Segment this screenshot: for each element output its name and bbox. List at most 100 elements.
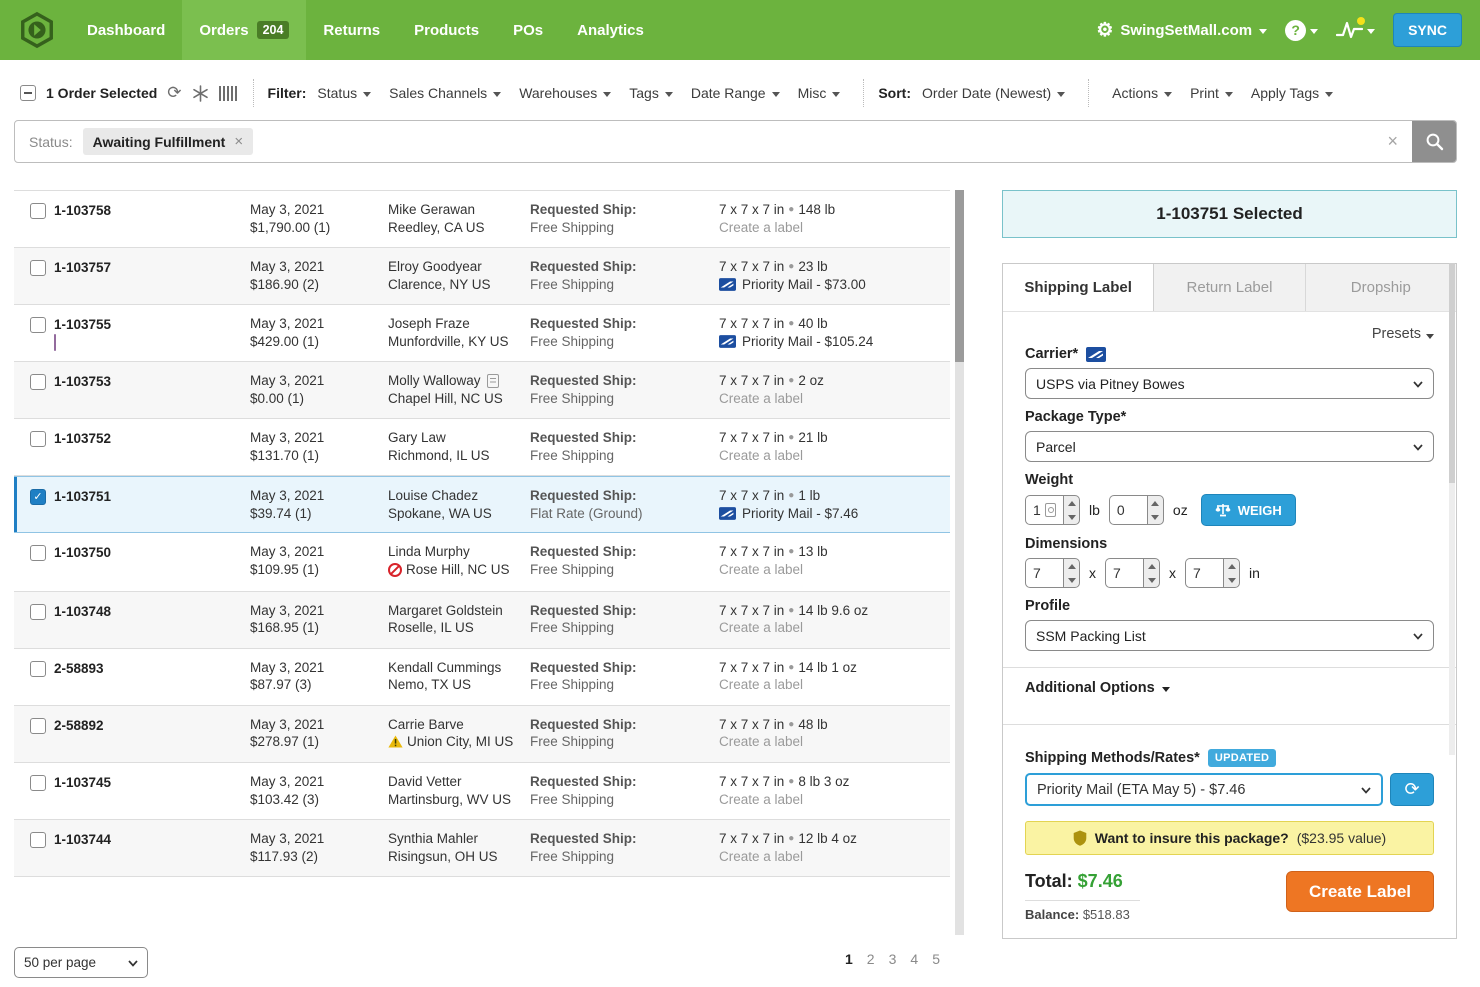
search-clear-icon[interactable]: × [1387,131,1398,151]
order-row[interactable]: 1-103748 May 3, 2021 $168.95 (1) Margaret G… [14,591,950,649]
action-dropdown-actions[interactable]: Actions [1103,85,1181,101]
tab-dropship[interactable]: Dropship [1350,279,1411,296]
order-row[interactable]: 1-103755 May 3, 2021 $429.00 (1) Joseph Fra… [14,305,950,362]
row-checkbox[interactable] [30,431,46,447]
create-a-label-link[interactable]: Create a label [719,447,804,463]
order-row[interactable]: 1-103757 May 3, 2021 $186.90 (2) Elroy Good… [14,248,950,305]
presets-dropdown[interactable]: Presets [1025,326,1434,342]
page-1[interactable]: 1 [845,951,853,967]
nav-item-dashboard[interactable]: Dashboard [70,0,182,60]
table-scrollbar-thumb[interactable] [955,190,964,362]
row-checkbox[interactable] [30,775,46,792]
page-2[interactable]: 2 [866,951,875,967]
filter-dropdown-tags[interactable]: Tags [620,85,682,101]
panel-scrollbar-thumb[interactable] [1449,263,1455,483]
stepper-arrows[interactable] [1143,558,1160,588]
package-type-select[interactable]: Parcel [1025,431,1434,462]
search-bar[interactable]: Status: Awaiting Fulfillment × × [14,120,1457,163]
row-checkbox[interactable] [30,203,46,219]
row-checkbox[interactable]: ✓ [30,489,46,505]
order-row[interactable]: 1-103758 May 3, 2021 $1,790.00 (1) Mike Ger… [14,191,950,248]
nav-item-orders[interactable]: Orders 204 [182,0,307,60]
shipping-rate-select[interactable]: Priority Mail (ETA May 5) - $7.46 [1025,773,1383,806]
sync-button[interactable]: SYNC [1393,13,1462,47]
insurance-banner[interactable]: Want to insure this package? ($23.95 val… [1025,821,1434,855]
profile-value: SSM Packing List [1036,627,1146,644]
requested-ship-cell: Requested Ship: Free Shipping [530,830,719,867]
order-row[interactable]: 1-103753 May 3, 2021 $0.00 (1) Molly Wallow… [14,362,950,419]
per-page-select[interactable]: 50 per page [14,947,148,978]
create-a-label-link[interactable]: Create a label [719,792,804,808]
create-a-label-link[interactable]: Create a label [719,219,804,235]
select-all-checkbox[interactable] [20,85,36,101]
order-row[interactable]: 2-58892 May 3, 2021 $278.97 (1) Carrie Barv… [14,705,950,764]
refresh-icon[interactable]: ⟳ [167,83,182,102]
row-checkbox[interactable] [30,374,46,390]
row-checkbox[interactable] [30,717,46,734]
filter-dropdown-warehouses[interactable]: Warehouses [510,85,620,101]
status-filter-chip[interactable]: Awaiting Fulfillment × [82,128,254,155]
search-button[interactable] [1412,121,1456,162]
sort-dropdown[interactable]: Order Date (Newest) [913,85,1074,101]
weight-oz-stepper[interactable]: 0 [1108,495,1164,525]
create-a-label-link[interactable]: Create a label [719,677,804,693]
help-menu[interactable]: ? [1285,19,1319,41]
carrier-select[interactable]: USPS via Pitney Bowes [1025,368,1434,399]
weight-lb-stepper[interactable]: 1 [1025,495,1080,525]
brand-logo-icon[interactable] [18,11,56,49]
order-row[interactable]: ✓ 1-103751 May 3, 2021 $39.74 (1) Louise Cha… [14,476,950,533]
row-checkbox[interactable] [30,660,46,677]
action-dropdown-print[interactable]: Print [1181,85,1242,101]
row-checkbox[interactable] [30,317,46,333]
filter-dropdown-sales-channels[interactable]: Sales Channels [380,85,510,101]
stepper-arrows[interactable] [1146,495,1164,525]
profile-select[interactable]: SSM Packing List [1025,620,1434,651]
page-4[interactable]: 4 [910,951,919,967]
carrier-label: Carrier* [1025,346,1079,362]
activity-menu[interactable] [1336,17,1376,40]
order-row[interactable]: 1-103744 May 3, 2021 $117.93 (2) Synthia Ma… [14,820,950,878]
row-checkbox[interactable] [30,545,46,561]
stepper-arrows[interactable] [1063,495,1080,525]
chip-remove-icon[interactable]: × [234,133,244,150]
nav-item-products[interactable]: Products [397,0,496,60]
barcode-icon[interactable] [218,85,239,101]
dim-width-stepper[interactable]: 7 [1105,558,1160,588]
stepper-arrows[interactable] [1063,558,1080,588]
tab-return-label[interactable]: Return Label [1154,264,1306,311]
store-switcher[interactable]: ⚙ SwingSetMall.com [1096,21,1268,40]
table-scrollbar[interactable] [955,190,964,935]
create-label-button[interactable]: Create Label [1285,871,1434,912]
nav-item-pos[interactable]: POs [496,0,560,60]
nav-item-returns[interactable]: Returns [306,0,397,60]
page-5[interactable]: 5 [932,951,940,967]
filter-dropdown-status[interactable]: Status [308,85,380,101]
create-a-label-link[interactable]: Create a label [719,734,804,750]
create-a-label-link[interactable]: Create a label [719,849,804,865]
create-a-label-link[interactable]: Create a label [719,620,804,636]
row-checkbox[interactable] [30,603,46,620]
order-date: May 3, 2021 [250,259,325,274]
create-a-label-link[interactable]: Create a label [719,561,804,577]
row-checkbox[interactable] [30,260,46,276]
nav-item-analytics[interactable]: Analytics [560,0,661,60]
create-a-label-link[interactable]: Create a label [719,390,804,406]
rate-calculator-icon[interactable] [192,84,209,102]
page-3[interactable]: 3 [888,951,897,967]
additional-options-toggle[interactable]: Additional Options [1025,668,1434,708]
row-checkbox[interactable] [30,832,46,849]
refresh-rates-button[interactable]: ⟳ [1390,773,1434,806]
panel-scrollbar[interactable] [1449,263,1455,755]
filter-dropdown-date-range[interactable]: Date Range [682,85,789,101]
weigh-button[interactable]: WEIGH [1200,494,1296,526]
filter-dropdown-misc[interactable]: Misc [789,85,850,101]
dim-length-stepper[interactable]: 7 [1025,558,1080,588]
stepper-arrows[interactable] [1223,558,1240,588]
order-row[interactable]: 1-103752 May 3, 2021 $131.70 (1) Gary Law Ri… [14,419,950,476]
order-row[interactable]: 1-103745 May 3, 2021 $103.42 (3) David Vett… [14,763,950,821]
order-row[interactable]: 2-58893 May 3, 2021 $87.97 (3) Kendall Cumm… [14,648,950,706]
order-row[interactable]: 1-103750 May 3, 2021 $109.95 (1) Linda Murp… [14,533,950,592]
action-dropdown-apply-tags[interactable]: Apply Tags [1242,85,1342,101]
dim-height-stepper[interactable]: 7 [1185,558,1240,588]
tab-shipping-label[interactable]: Shipping Label [1003,264,1155,311]
